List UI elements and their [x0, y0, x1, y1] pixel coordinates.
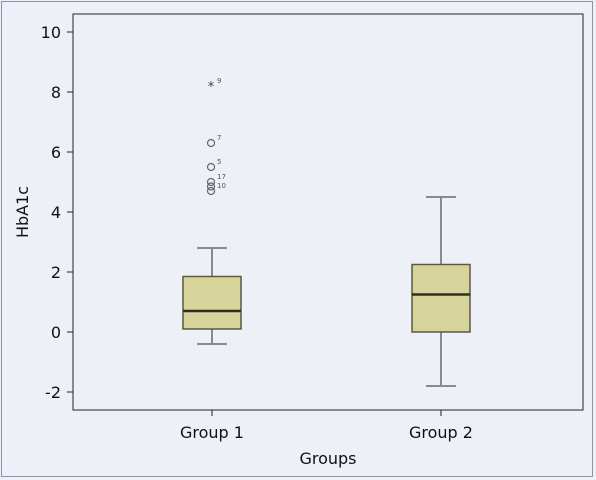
y-tick-label: 10 [41, 23, 61, 42]
y-tick-label: 0 [51, 323, 61, 342]
outlier-label: 17 [217, 173, 226, 181]
x-tick-label: Group 1 [180, 423, 244, 442]
iqr-box [411, 263, 471, 333]
outlier-circle [206, 182, 216, 191]
iqr-box [182, 275, 242, 330]
outlier-circle [206, 162, 216, 172]
y-tick-label: -2 [45, 383, 61, 402]
outlier-circle [206, 177, 216, 187]
y-axis-title: HbA1c [13, 186, 32, 238]
y-tick-label: 8 [51, 83, 61, 102]
outlier-label: 5 [217, 158, 221, 166]
x-tick-label: Group 2 [409, 423, 473, 442]
outlier-label: 10 [217, 182, 226, 190]
y-tick-label: 6 [51, 143, 61, 162]
outlier-extreme-marker: * [208, 80, 215, 95]
y-tick-label: 4 [51, 203, 61, 222]
outlier-label: 7 [217, 134, 221, 142]
plot-area [72, 13, 584, 411]
outlier-label: 9 [217, 77, 221, 85]
y-axis: -2 0 2 4 6 8 10 [41, 23, 73, 402]
x-axis: Group 1 Group 2 [180, 410, 473, 442]
box-group [411, 196, 471, 387]
x-axis-title: Groups [299, 449, 356, 468]
outlier-circle [206, 138, 216, 148]
y-tick-label: 2 [51, 263, 61, 282]
outlier-circle [206, 186, 216, 196]
